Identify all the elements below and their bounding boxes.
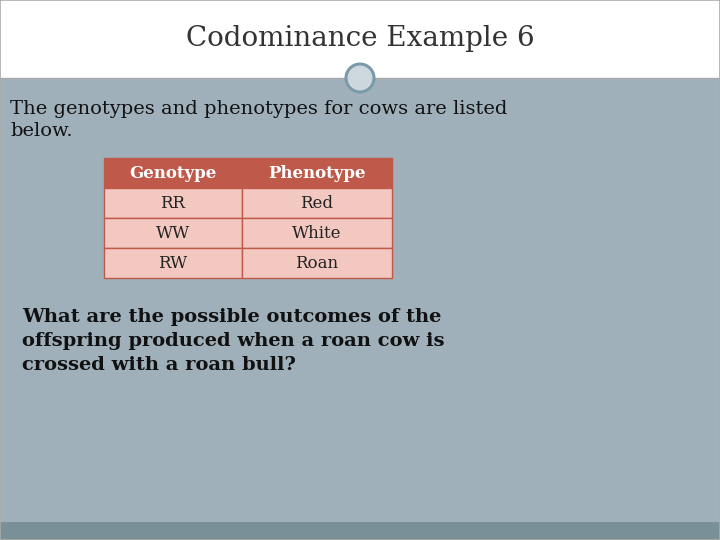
Text: The genotypes and phenotypes for cows are listed: The genotypes and phenotypes for cows ar… [10, 100, 508, 118]
Text: Phenotype: Phenotype [269, 165, 366, 181]
Text: Roan: Roan [295, 254, 338, 272]
FancyBboxPatch shape [104, 158, 242, 188]
FancyBboxPatch shape [0, 0, 720, 78]
FancyBboxPatch shape [104, 188, 242, 218]
FancyBboxPatch shape [242, 188, 392, 218]
Text: White: White [292, 225, 342, 241]
Text: below.: below. [10, 122, 73, 140]
Text: Red: Red [300, 194, 333, 212]
FancyBboxPatch shape [242, 158, 392, 188]
FancyBboxPatch shape [104, 218, 242, 248]
Circle shape [346, 64, 374, 92]
Text: offspring produced when a roan cow is: offspring produced when a roan cow is [22, 332, 444, 350]
Text: Genotype: Genotype [130, 165, 217, 181]
FancyBboxPatch shape [0, 522, 720, 540]
Text: crossed with a roan bull?: crossed with a roan bull? [22, 356, 296, 374]
Text: Codominance Example 6: Codominance Example 6 [186, 25, 534, 52]
FancyBboxPatch shape [242, 248, 392, 278]
FancyBboxPatch shape [242, 218, 392, 248]
Text: RR: RR [161, 194, 186, 212]
Text: WW: WW [156, 225, 190, 241]
FancyBboxPatch shape [104, 248, 242, 278]
FancyBboxPatch shape [0, 78, 720, 522]
Text: What are the possible outcomes of the: What are the possible outcomes of the [22, 308, 441, 326]
Text: RW: RW [158, 254, 188, 272]
